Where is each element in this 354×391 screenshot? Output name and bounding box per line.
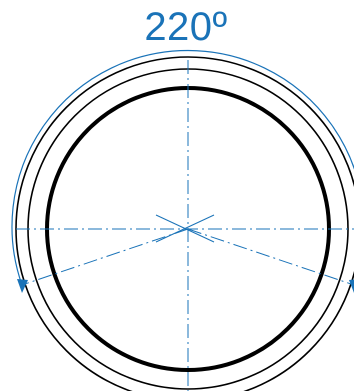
rotation-arc (11, 50, 354, 286)
right-arrowhead-icon (349, 279, 354, 293)
center-mark-b (155, 214, 215, 243)
radial-line-right (187, 228, 354, 286)
left-arrowhead-icon (17, 279, 28, 293)
radial-line-left (21, 228, 189, 286)
angle-label: 220º (144, 5, 228, 49)
